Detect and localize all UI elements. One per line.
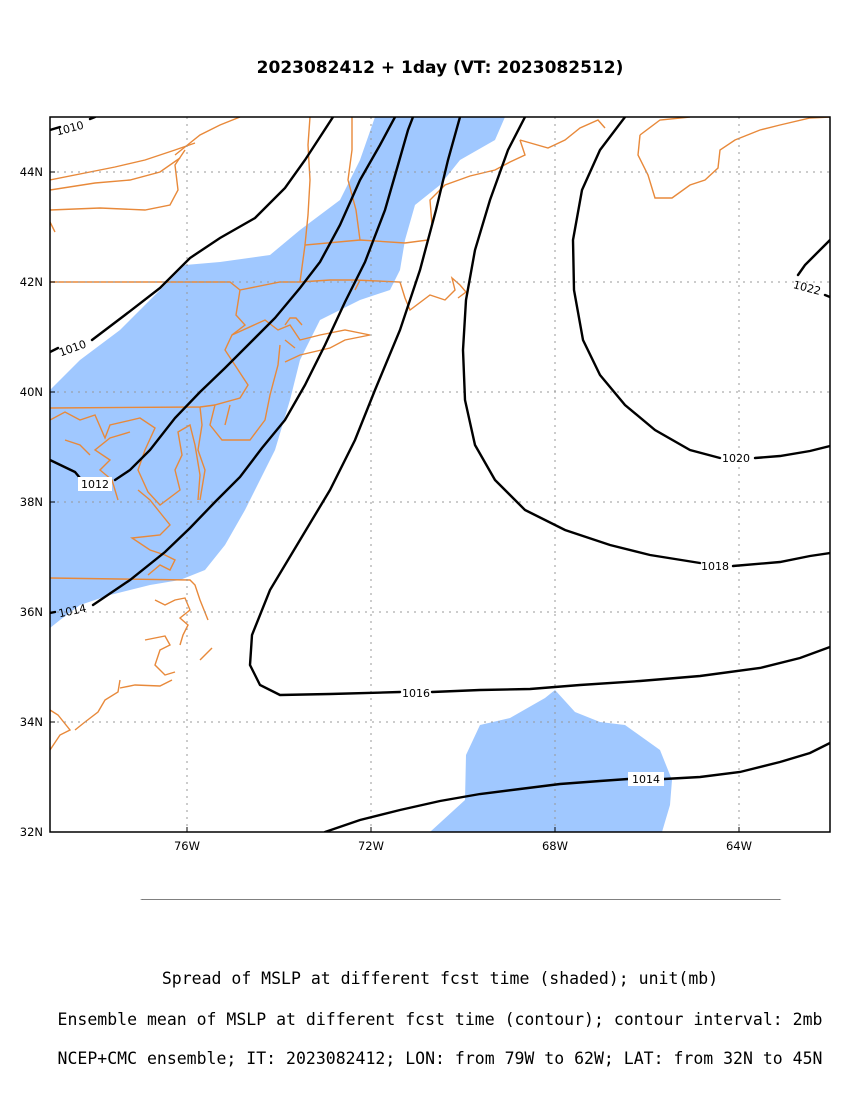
mslp-contours	[50, 117, 830, 832]
contour-label: 1014	[632, 773, 660, 786]
lat-label: 44N	[20, 165, 43, 179]
lon-label: 64W	[726, 839, 752, 853]
lat-labels: 44N 42N 40N 38N 36N 34N 32N	[20, 165, 43, 839]
contour-1018	[461, 117, 830, 568]
spread-shading-north	[50, 117, 505, 628]
contour-label: 1022	[792, 278, 822, 298]
map-frame	[49, 116, 831, 833]
caption-contour: Ensemble mean of MSLP at different fcst …	[57, 1010, 823, 1029]
lat-label: 32N	[20, 825, 43, 839]
axis-ticks	[50, 171, 740, 832]
caption-shading: Spread of MSLP at different fcst time (s…	[161, 969, 719, 988]
contour-1012	[50, 117, 397, 482]
map-title: 2023082412 + 1day (VT: 2023082512)	[256, 58, 624, 78]
contour-1014	[323, 741, 830, 832]
lat-label: 38N	[20, 495, 43, 509]
contour-label: 1014	[57, 602, 87, 621]
contour-label: 1016	[402, 687, 430, 700]
lat-label: 34N	[20, 715, 43, 729]
lat-label: 40N	[20, 385, 43, 399]
contour-1016	[248, 117, 830, 697]
spread-shading-south	[430, 690, 672, 832]
caption-ensemble-info: NCEP+CMC ensemble; IT: 2023082412; LON: …	[57, 1049, 823, 1068]
contour-label: 1020	[722, 452, 750, 465]
contour-label: 1010	[55, 119, 85, 139]
contour-label: 1018	[701, 560, 729, 573]
contour-label: 1010	[57, 338, 88, 360]
lon-label: 76W	[174, 839, 200, 853]
contour-1020	[571, 117, 830, 460]
contour-1010	[50, 117, 335, 354]
contour-1022	[796, 238, 830, 299]
lon-label: 68W	[542, 839, 568, 853]
map-gridlines	[50, 117, 830, 832]
coastlines	[50, 117, 830, 751]
lat-label: 42N	[20, 275, 43, 289]
lat-label: 36N	[20, 605, 43, 619]
map-plot: 1010 1010 1012 1014 1014 1016 1018 1020 …	[20, 116, 831, 900]
lon-label: 72W	[358, 839, 384, 853]
lon-labels: 76W 72W 68W 64W	[174, 839, 752, 853]
contour-label: 1012	[81, 478, 109, 491]
